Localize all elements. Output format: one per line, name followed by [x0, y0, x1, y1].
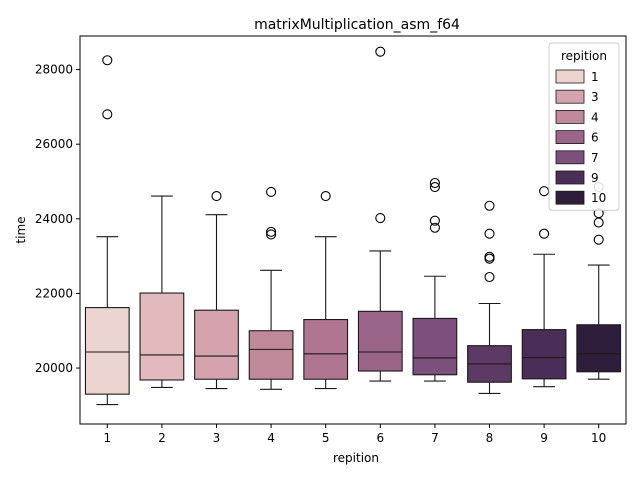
outlier-point	[320, 191, 331, 202]
legend-frame	[548, 42, 620, 211]
x-tick-label: 10	[591, 431, 606, 445]
outlier-point	[211, 191, 222, 202]
x-tick-label: 6	[376, 431, 384, 445]
outlier-point	[102, 55, 113, 66]
outlier-point	[429, 215, 440, 226]
outlier-point	[266, 186, 277, 197]
box-iqr	[139, 292, 185, 381]
legend-swatch	[555, 110, 585, 124]
x-tick-label: 2	[158, 431, 166, 445]
y-tick-label: 26000	[35, 137, 73, 151]
plot-area-frame	[79, 35, 627, 425]
outlier-point	[266, 229, 277, 240]
legend-label: 7	[591, 151, 599, 165]
outlier-point	[484, 271, 495, 283]
y-tick-label: 20000	[35, 361, 73, 375]
box-iqr	[194, 309, 239, 380]
x-tick-label: 1	[103, 431, 111, 445]
box-group-5	[303, 191, 349, 390]
legend-label: 9	[591, 171, 599, 185]
boxes-layer	[84, 46, 622, 406]
x-axis-title: repition	[333, 451, 379, 465]
outlier-point	[266, 226, 277, 237]
chart-title: matrixMultiplication_asm_f64	[254, 17, 460, 33]
box-iqr	[576, 324, 622, 373]
legend-label: 10	[591, 191, 606, 205]
legend-title: repition	[561, 49, 607, 63]
box-iqr	[84, 307, 130, 395]
outlier-point	[484, 200, 495, 211]
outlier-point	[593, 234, 604, 245]
y-tick-label: 24000	[35, 212, 73, 226]
box-group-10	[576, 182, 622, 380]
box-iqr	[303, 318, 349, 380]
box-group-1	[84, 55, 130, 406]
outlier-point	[593, 217, 604, 228]
outlier-point	[375, 46, 386, 57]
x-tick-label: 9	[540, 431, 548, 445]
outlier-point	[429, 177, 440, 189]
box-group-4	[248, 186, 294, 390]
box-iqr	[521, 329, 567, 380]
x-tick-label: 8	[486, 431, 494, 445]
box-group-2	[139, 195, 185, 388]
y-axis-title: time	[14, 216, 28, 243]
box-group-9	[521, 186, 567, 388]
legend-swatch	[555, 170, 585, 185]
legend-label: 3	[591, 90, 599, 104]
box-group-8	[467, 200, 512, 394]
legend-swatch	[555, 89, 585, 104]
legend-swatch	[555, 150, 585, 165]
box-group-7	[412, 177, 458, 382]
box-group-6	[357, 46, 403, 382]
outlier-point	[539, 228, 550, 239]
x-tick-label: 4	[267, 431, 275, 445]
legend-swatch	[555, 130, 585, 145]
outlier-point	[102, 109, 113, 120]
outlier-point	[375, 213, 386, 224]
x-tick-label: 3	[213, 431, 221, 445]
x-tick-label: 5	[322, 431, 330, 445]
box-iqr	[412, 317, 458, 376]
box-iqr	[248, 330, 294, 380]
outlier-point	[429, 182, 440, 193]
outlier-point	[429, 222, 440, 233]
box-group-3	[194, 191, 239, 390]
outlier-point	[484, 251, 495, 262]
legend: repition 1 3 4 6 7 9 10	[548, 42, 620, 211]
outlier-point	[539, 186, 550, 197]
y-tick-label: 28000	[35, 63, 73, 77]
outlier-point	[484, 228, 495, 239]
y-axis: 20000 22000 24000 26000 28000	[35, 63, 80, 375]
legend-swatch	[555, 190, 585, 205]
y-tick-label: 22000	[35, 286, 73, 300]
legend-swatch	[555, 69, 585, 84]
box-iqr	[357, 310, 403, 372]
x-axis: 1 2 3 4 5 6 7 8 9 10	[103, 424, 606, 445]
legend-label: 6	[591, 131, 599, 145]
legend-label: 1	[591, 70, 599, 84]
legend-label: 4	[591, 110, 599, 124]
x-tick-label: 7	[431, 431, 439, 445]
